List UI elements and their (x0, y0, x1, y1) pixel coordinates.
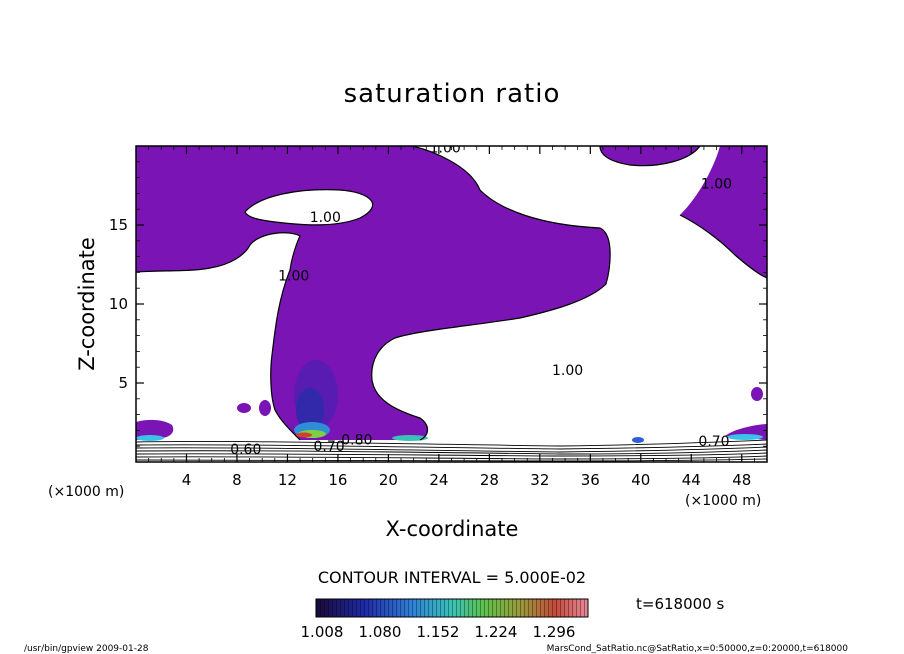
y-axis-ticks: 5 10 15 (109, 161, 767, 447)
x-tick-label: 48 (732, 471, 751, 489)
blob-right-1 (751, 387, 763, 401)
contour-label: 1.00 (310, 210, 341, 226)
colorbar-tick-label: 1.296 (533, 623, 576, 641)
x-tick-label: 28 (480, 471, 499, 489)
y-tick-label: 5 (118, 374, 128, 392)
core-red (296, 432, 312, 438)
contour-interval: CONTOUR INTERVAL = 5.000E-02 (318, 568, 586, 587)
contour-label: 0.80 (341, 433, 372, 449)
dry-pocket (245, 189, 373, 225)
contour-line (679, 214, 767, 279)
colorbar (315, 598, 589, 618)
upper-right-region (680, 146, 767, 278)
footer-right: MarsCond_SatRatio.nc@SatRatio,x=0:50000,… (547, 644, 849, 654)
y-tick-label: 15 (109, 216, 128, 234)
contour-label: 1.00 (552, 363, 583, 379)
x-tick-label: 8 (232, 471, 242, 489)
time-label: t=618000 s (636, 595, 724, 613)
chart-title: saturation ratio (344, 79, 561, 109)
x-unit-right: (×1000 m) (685, 493, 761, 509)
x-tick-label: 44 (682, 471, 701, 489)
contour-label: 1.00 (430, 140, 461, 156)
contour-line (136, 232, 301, 441)
contour-label: 0.70 (314, 439, 345, 455)
band-cyan-mid (392, 435, 428, 441)
blob-left-2 (259, 400, 271, 416)
contour-labels: 1.001.001.001.001.000.60 0.700.80 0.70 (230, 140, 732, 458)
colorbar-tick-label: 1.080 (359, 623, 402, 641)
colorbar-tick-label: 1.008 (301, 623, 344, 641)
contour-label: 0.70 (698, 434, 729, 450)
contour-label: 1.00 (278, 268, 309, 284)
low-left-band (136, 419, 174, 440)
colorbar-ticks: 1.008 1.080 1.152 1.224 1.296 (301, 623, 576, 641)
contour-line (244, 189, 374, 226)
y-axis-title: Z-coordinate (75, 237, 99, 371)
footer-left: /usr/bin/gpview 2009-01-28 (24, 644, 149, 654)
x-tick-label: 4 (182, 471, 192, 489)
x-axis-ticks: 4 8 12 16 20 24 28 32 36 40 44 48 (148, 146, 755, 489)
band-cyan-left (136, 435, 164, 441)
core-mid (296, 388, 324, 432)
x-tick-label: 40 (631, 471, 650, 489)
x-tick-label: 16 (328, 471, 347, 489)
x-tick-label: 12 (278, 471, 297, 489)
colorbar-tick-label: 1.224 (475, 623, 518, 641)
band-blue-right (632, 437, 644, 443)
contour-line (599, 146, 701, 167)
blob-left-1 (237, 403, 251, 413)
contour-label: 0.60 (230, 442, 261, 458)
x-tick-label: 24 (429, 471, 448, 489)
x-tick-label: 20 (379, 471, 398, 489)
x-tick-label: 36 (581, 471, 600, 489)
contour-label: 1.00 (701, 177, 732, 193)
plot-area: 1.001.001.001.001.000.60 0.700.80 0.70 (136, 140, 767, 462)
y-tick-label: 10 (109, 295, 128, 313)
x-tick-label: 32 (530, 471, 549, 489)
supersaturated-region (136, 146, 611, 440)
band-cyan-right (727, 434, 763, 440)
contour-line (371, 146, 611, 441)
x-unit-left: (×1000 m) (48, 484, 124, 500)
colorbar-tick-label: 1.152 (417, 623, 460, 641)
x-axis-title: X-coordinate (386, 517, 519, 541)
